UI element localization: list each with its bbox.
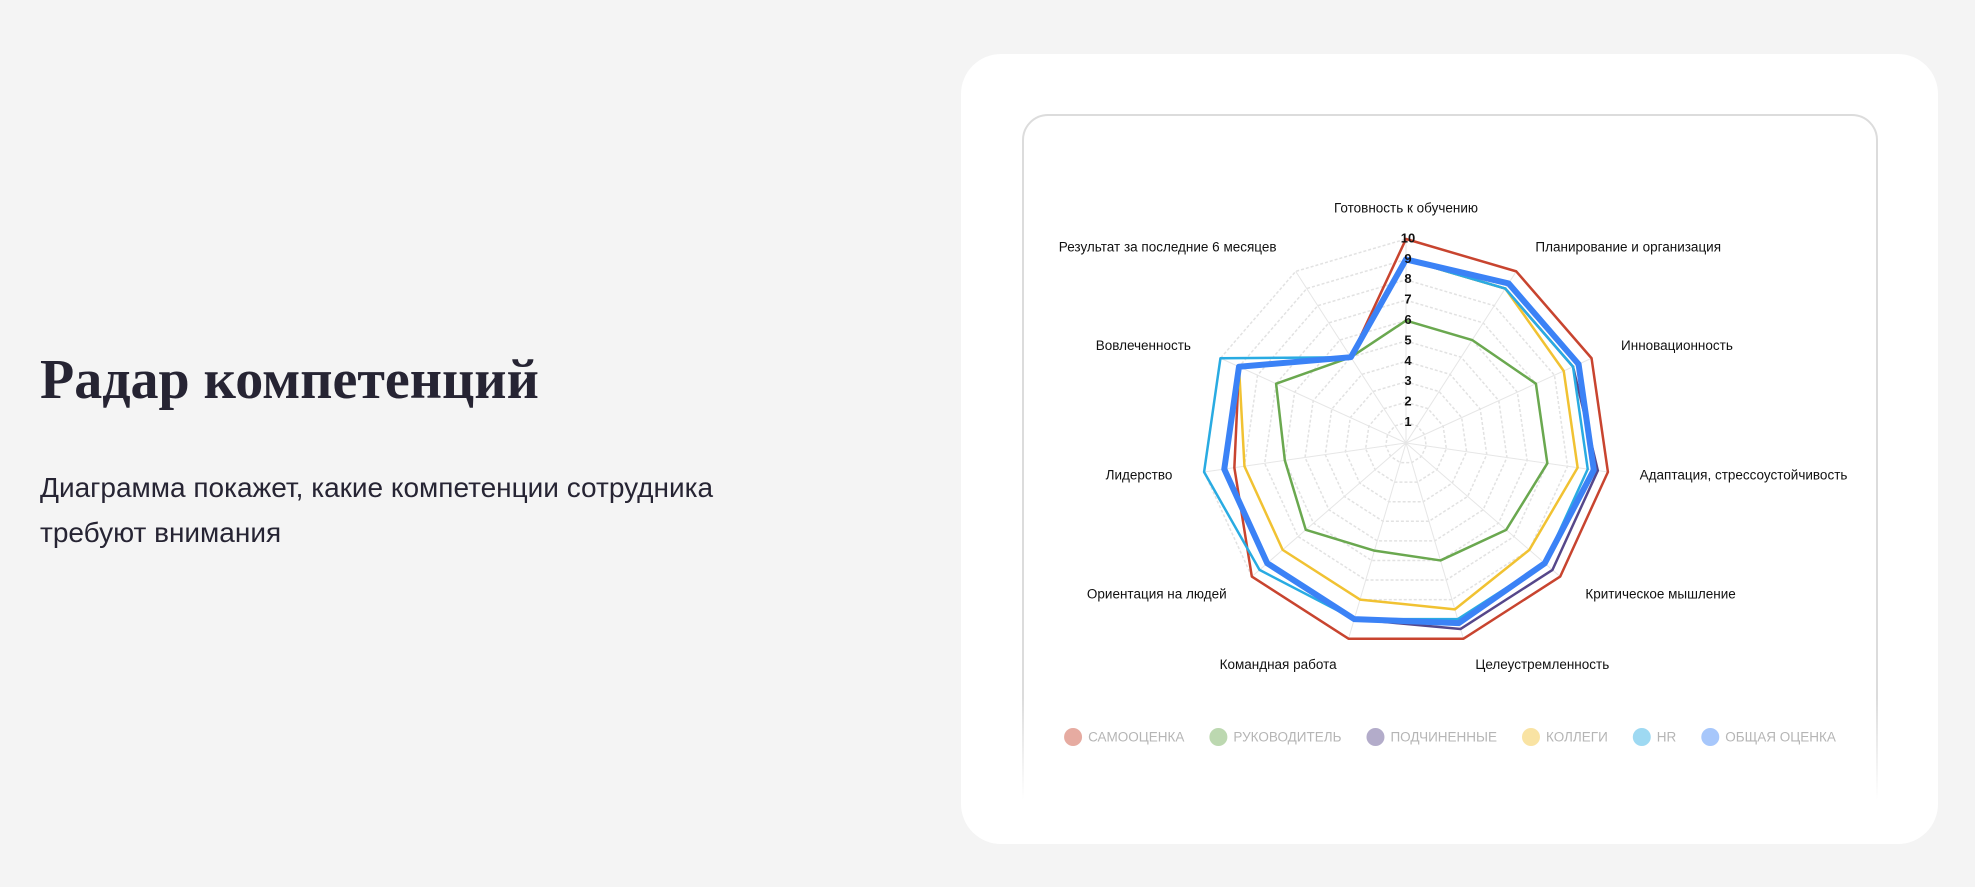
legend-item[interactable]: ПОДЧИНЕННЫЕ (1366, 728, 1497, 746)
axis-label: Адаптация, стрессоустойчивость (1640, 468, 1848, 483)
axis-label: Целеустремленность (1475, 657, 1609, 672)
radar-chart: 1 2 3 4 5 6 7 8 9 10 Готовность к обучению Планиров… (1059, 201, 1848, 746)
axis-label: Лидерство (1106, 468, 1173, 483)
axis-label: Командная работа (1220, 657, 1338, 672)
description: Диаграмма покажет, какие компетенции сот… (40, 472, 713, 503)
series-line (1274, 319, 1549, 562)
r-tick-label: 1 (1404, 414, 1411, 429)
legend-swatch (1701, 728, 1720, 746)
grid-ring (1385, 421, 1427, 464)
legend-item[interactable]: ОБЩАЯ ОЦЕНКА (1701, 728, 1836, 746)
spoke (1405, 442, 1464, 639)
legend-swatch (1064, 728, 1083, 746)
legend-label: ПОДЧИНЕННЫЕ (1390, 730, 1497, 745)
spoke (1405, 442, 1561, 577)
spoke (1204, 442, 1407, 473)
legend-label: КОЛЛЕГИ (1546, 730, 1608, 745)
legend-label: HR (1657, 730, 1677, 745)
spoke (1348, 442, 1407, 639)
r-tick-label: 4 (1404, 353, 1412, 368)
legend-label: ОБЩАЯ ОЦЕНКА (1725, 730, 1836, 745)
spoke (1405, 357, 1592, 444)
legend-swatch (1366, 728, 1385, 746)
legend-swatch (1521, 728, 1540, 746)
grid-ring (1304, 340, 1508, 542)
r-tick-label: 2 (1404, 394, 1411, 409)
grid-ring (1324, 360, 1488, 523)
r-tick-label: 10 (1401, 230, 1415, 245)
legend-label: САМООЦЕНКА (1088, 730, 1184, 745)
description: требуют внимания (40, 517, 281, 548)
spoke (1251, 442, 1407, 577)
r-tick-label: 9 (1404, 251, 1411, 266)
r-tick-label: 8 (1404, 271, 1411, 286)
legend: САМООЦЕНКА РУКОВОДИТЕЛЬ ПОДЧИНЕННЫЕ КОЛЛЕГИ… (1064, 728, 1836, 746)
r-tick-label: 6 (1404, 312, 1411, 327)
axis-label: Инновационность (1621, 338, 1733, 353)
axis-label: Готовность к обучению (1334, 201, 1478, 216)
chart-frame (1022, 114, 1878, 800)
legend-label: РУКОВОДИТЕЛЬ (1233, 730, 1341, 745)
legend-item[interactable]: САМООЦЕНКА (1064, 728, 1184, 746)
legend-item[interactable]: HR (1632, 728, 1677, 746)
axis-label: Вовлеченность (1096, 338, 1191, 353)
grid-ring (1263, 299, 1549, 581)
grid-ring (1344, 381, 1468, 503)
r-tick-label: 3 (1404, 373, 1411, 388)
spoke (1220, 357, 1407, 444)
legend-swatch (1209, 728, 1228, 746)
legend-item[interactable]: КОЛЛЕГИ (1521, 728, 1608, 746)
r-tick-label: 7 (1404, 292, 1411, 307)
r-tick-label: 5 (1404, 332, 1411, 347)
series-line (1221, 256, 1597, 627)
axis-label: Критическое мышление (1585, 586, 1735, 601)
axis-label: Ориентация на людей (1087, 586, 1227, 601)
grid-ring (1364, 401, 1448, 483)
heading: Радар компетенций (40, 349, 539, 411)
grid-ring (1284, 319, 1528, 562)
axis-label: Результат за последние 6 месяцев (1059, 239, 1277, 254)
spoke (1405, 442, 1608, 473)
spoke (1405, 271, 1517, 444)
legend-swatch (1632, 728, 1651, 746)
legend-item[interactable]: РУКОВОДИТЕЛЬ (1209, 728, 1342, 746)
axis-label: Планирование и организация (1535, 239, 1721, 254)
